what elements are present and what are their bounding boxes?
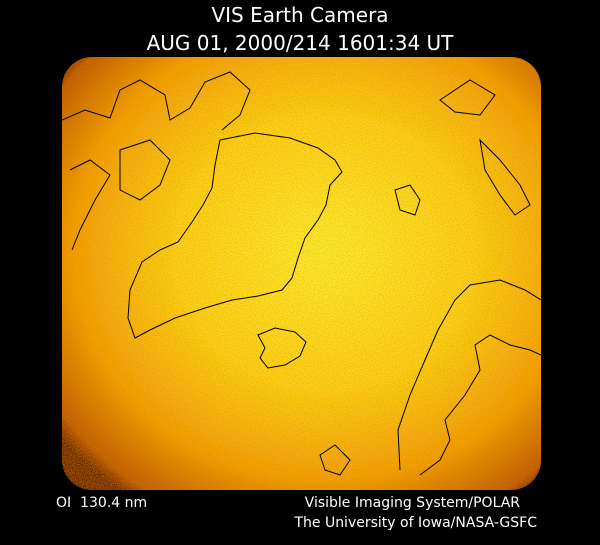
coastline-greenland: [127, 132, 343, 339]
credit-label: The University of Iowa/NASA-GSFC: [293, 515, 537, 531]
image-title: VIS Earth Camera: [211, 3, 388, 27]
earth-image: [62, 57, 541, 490]
coastline-iceland: [257, 327, 307, 369]
filter-label: OI 130.4 nm: [56, 495, 147, 511]
airglow-image: [62, 57, 541, 490]
coastline-scandinavia: [397, 279, 541, 476]
coastlines: [62, 71, 541, 476]
instrument-label: Visible Imaging System/POLAR: [305, 495, 521, 511]
coastline-arctic-islands: [62, 71, 531, 476]
image-timestamp: AUG 01, 2000/214 1601:34 UT: [147, 31, 455, 55]
